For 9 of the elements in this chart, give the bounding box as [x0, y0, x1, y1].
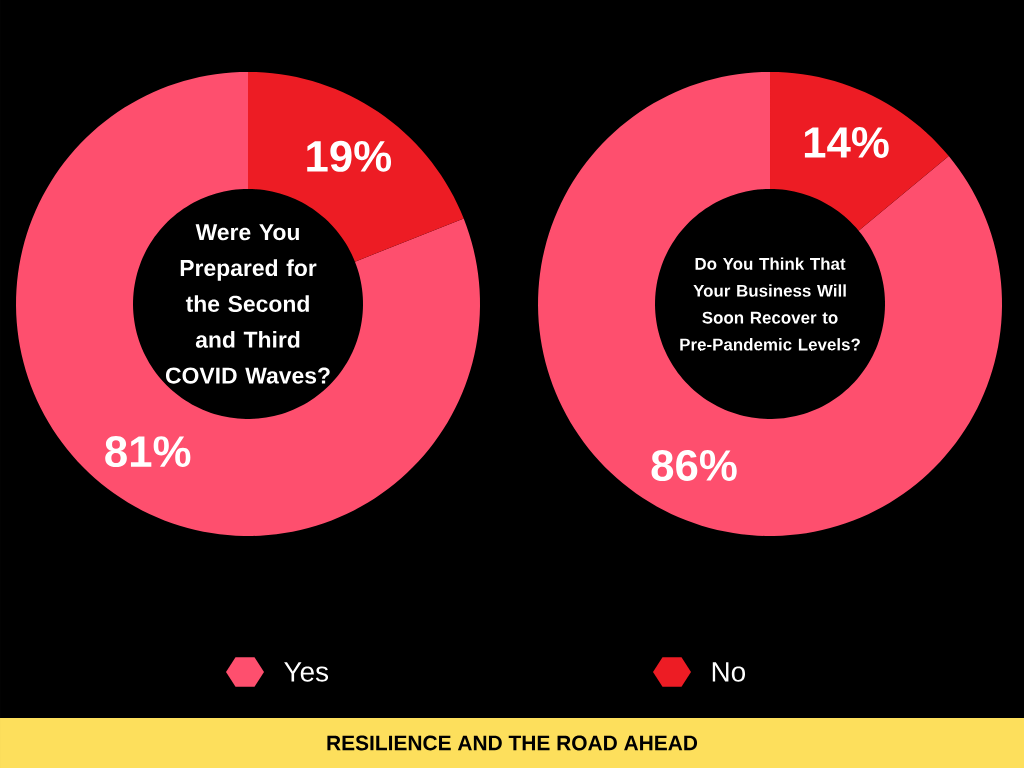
data-label: 14%	[804, 127, 889, 158]
text: Do You Think That Your Business Will Soon Recover to Pre-Pandemic Levels?	[680, 257, 860, 351]
legend-label: Yes	[284, 662, 329, 682]
data-label: 81%	[105, 436, 191, 468]
text: Were You Prepared for the Second and Third COVID Waves?	[165, 224, 330, 384]
legend-label: No	[712, 662, 746, 682]
data-label: 19%	[307, 140, 392, 172]
text: RESILIENCE AND THE ROAD AHEAD	[327, 735, 698, 751]
data-label: 86%	[651, 449, 737, 481]
